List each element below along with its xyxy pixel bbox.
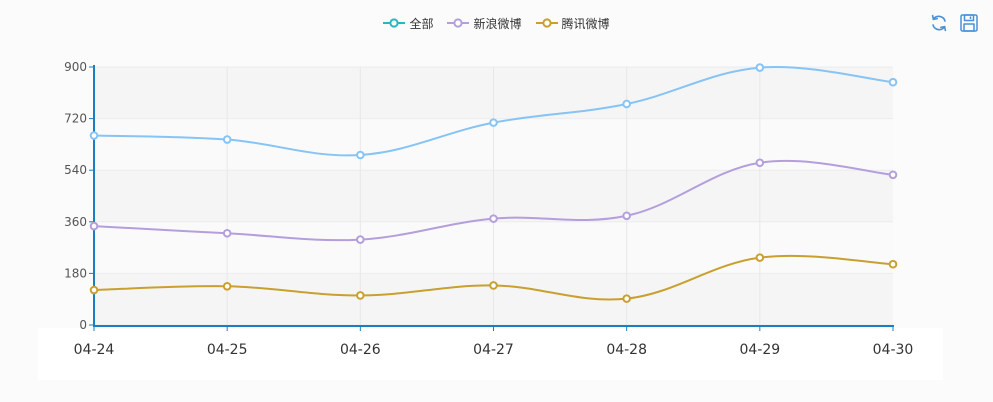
y-tick-label: 180 bbox=[64, 266, 87, 280]
legend-label: 腾讯微博 bbox=[561, 16, 610, 31]
data-point[interactable] bbox=[489, 281, 498, 290]
bottom-panel bbox=[38, 328, 943, 380]
data-point[interactable] bbox=[356, 235, 365, 244]
x-tick-label: 04-25 bbox=[207, 342, 248, 358]
data-point[interactable] bbox=[356, 291, 365, 300]
data-point[interactable] bbox=[356, 150, 365, 160]
legend-label: 新浪微博 bbox=[473, 16, 522, 31]
data-point[interactable] bbox=[622, 99, 631, 109]
data-point[interactable] bbox=[755, 158, 765, 168]
legend-marker-icon bbox=[447, 18, 470, 28]
data-point[interactable] bbox=[622, 294, 631, 303]
save-image-icon[interactable] bbox=[959, 13, 979, 33]
chart-legend: 全部 新浪微博 腾讯微博 bbox=[0, 13, 993, 33]
legend-label: 全部 bbox=[409, 16, 434, 31]
legend-marker-icon bbox=[535, 18, 558, 28]
x-tick-label: 04-24 bbox=[74, 342, 115, 358]
data-point[interactable] bbox=[489, 214, 498, 223]
x-axis-labels: 04-24 04-25 04-26 04-27 04-28 04-29 04-30 bbox=[74, 342, 914, 358]
x-tick-label: 04-29 bbox=[739, 342, 780, 358]
axes bbox=[89, 65, 894, 331]
legend-item-sina-weibo[interactable]: 新浪微博 bbox=[447, 15, 522, 32]
x-tick-label: 04-26 bbox=[340, 342, 381, 358]
series-lines bbox=[89, 63, 898, 303]
y-tick-label: 720 bbox=[64, 112, 87, 126]
vertical-grid bbox=[226, 67, 761, 325]
data-point[interactable] bbox=[89, 285, 99, 295]
y-tick-label: 0 bbox=[79, 318, 87, 332]
x-tick-label: 04-28 bbox=[606, 342, 647, 358]
data-point[interactable] bbox=[622, 211, 631, 221]
data-point[interactable] bbox=[888, 259, 898, 269]
data-point[interactable] bbox=[489, 118, 498, 127]
legend-item-tencent-weibo[interactable]: 腾讯微博 bbox=[535, 15, 610, 32]
x-tick-label: 04-30 bbox=[873, 342, 914, 358]
data-point[interactable] bbox=[222, 135, 232, 144]
y-tick-label: 360 bbox=[64, 215, 87, 229]
data-point[interactable] bbox=[755, 253, 765, 262]
data-point[interactable] bbox=[89, 131, 99, 140]
data-point[interactable] bbox=[89, 221, 99, 231]
data-point[interactable] bbox=[755, 63, 765, 72]
chart-toolbox bbox=[929, 13, 979, 33]
y-axis-labels: 0 180 360 540 720 900 bbox=[64, 60, 87, 332]
data-point[interactable] bbox=[888, 77, 898, 87]
data-point[interactable] bbox=[888, 170, 898, 180]
legend-item-all[interactable]: 全部 bbox=[383, 15, 433, 32]
legend-marker-icon bbox=[383, 18, 406, 28]
data-point[interactable] bbox=[222, 282, 232, 291]
y-tick-label: 540 bbox=[64, 163, 87, 177]
refresh-icon[interactable] bbox=[929, 13, 949, 33]
data-point[interactable] bbox=[222, 228, 232, 238]
y-tick-label: 900 bbox=[64, 60, 87, 74]
x-tick-label: 04-27 bbox=[473, 342, 514, 358]
